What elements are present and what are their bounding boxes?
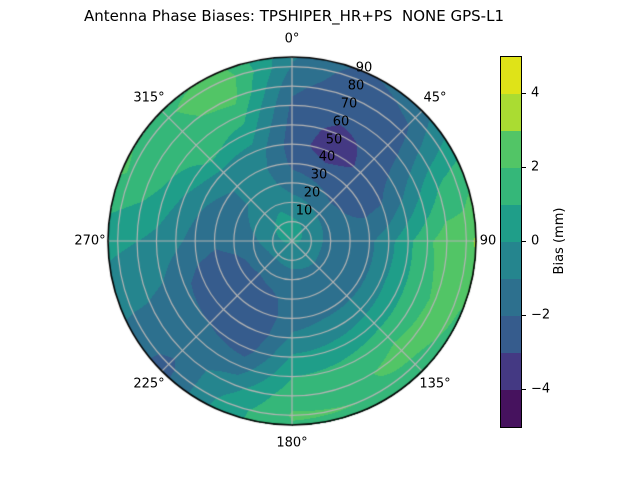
- theta-tick-label: 45°: [423, 90, 447, 106]
- theta-tick-label: 225°: [133, 376, 165, 392]
- colorbar-tick-label: 0: [531, 233, 540, 249]
- theta-tick-label: 0°: [284, 31, 300, 47]
- colorbar-tick-label: −2: [531, 307, 551, 323]
- theta-tick-label: 90: [479, 233, 497, 249]
- colorbar-tickmark: [521, 93, 526, 94]
- colorbar-segment: [501, 353, 521, 390]
- colorbar-tick-label: −4: [531, 381, 551, 397]
- colorbar-tick-label: 4: [531, 85, 540, 101]
- colorbar-segment: [501, 242, 521, 279]
- colorbar-segment: [501, 57, 521, 94]
- colorbar-segment: [501, 390, 521, 427]
- colorbar-tickmark: [521, 315, 526, 316]
- radial-tick-label: 90: [355, 60, 373, 76]
- colorbar-tickmark: [521, 389, 526, 390]
- colorbar-tickmark: [521, 241, 526, 242]
- radial-tick-label: 10: [295, 203, 313, 219]
- colorbar-segment: [501, 279, 521, 316]
- colorbar-axis-label: Bias (mm): [552, 207, 567, 275]
- chart-title: Antenna Phase Biases: TPSHIPER_HR+PS NON…: [84, 7, 504, 25]
- theta-tick-label: 270°: [74, 233, 106, 249]
- radial-tick-label: 30: [310, 167, 328, 183]
- colorbar-segment: [501, 131, 521, 168]
- theta-tick-label: 180°: [276, 435, 308, 451]
- colorbar-tick-label: 2: [531, 159, 540, 175]
- theta-tick-label: 135°: [419, 376, 451, 392]
- colorbar-segment: [501, 316, 521, 353]
- colorbar-segment: [501, 94, 521, 131]
- colorbar-tickmark: [521, 167, 526, 168]
- colorbar-segment: [501, 205, 521, 242]
- radial-tick-label: 40: [318, 149, 336, 165]
- colorbar-segment: [501, 168, 521, 205]
- colorbar: [500, 56, 522, 428]
- theta-tick-label: 315°: [133, 90, 165, 106]
- radial-tick-label: 70: [340, 96, 358, 112]
- radial-tick-label: 50: [325, 132, 343, 148]
- radial-tick-label: 80: [347, 78, 365, 94]
- radial-tick-label: 60: [332, 114, 350, 130]
- radial-tick-label: 20: [303, 185, 321, 201]
